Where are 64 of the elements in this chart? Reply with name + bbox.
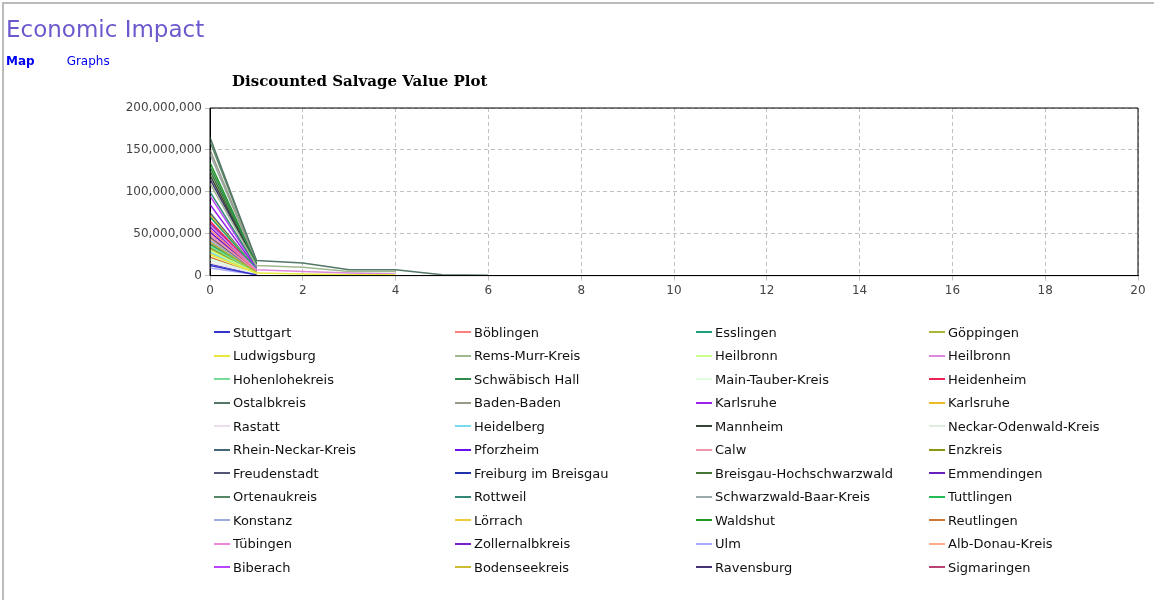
y-tick-label: 100,000,000 <box>125 183 202 198</box>
y-tick-label: 0 <box>194 267 202 282</box>
legend-label: Göppingen <box>948 324 1019 340</box>
legend-label: Stuttgart <box>233 324 292 340</box>
legend-label: Waldshut <box>715 512 776 528</box>
legend-label: Ulm <box>715 536 741 552</box>
legend-label: Ravensburg <box>715 559 793 575</box>
legend-label: Karlsruhe <box>715 395 777 411</box>
chart-title: Discounted Salvage Value Plot <box>232 71 489 92</box>
y-tick-label: 50,000,000 <box>133 225 202 240</box>
text: Map <box>6 54 35 70</box>
x-tick-label: 12 <box>759 282 775 297</box>
legend-label: Tuttlingen <box>948 489 1013 505</box>
legend-label: Ortenaukreis <box>233 489 318 505</box>
legend-label: Enzkreis <box>948 442 1003 458</box>
x-tick-label: 14 <box>851 282 868 297</box>
legend-label: Schwarzwald-Baar-Kreis <box>715 489 871 505</box>
legend-label: Bodenseekreis <box>474 559 570 575</box>
legend-label: Heilbronn <box>948 348 1011 364</box>
legend-label: Pforzheim <box>474 442 540 458</box>
legend-label: Alb-Donau-Kreis <box>948 536 1053 552</box>
legend-label: Mannheim <box>715 418 784 434</box>
x-tick-label: 2 <box>298 282 307 297</box>
x-tick-label: 8 <box>577 282 586 297</box>
legend-label: Ostalbkreis <box>233 395 306 411</box>
legend-label: Böblingen <box>474 324 540 340</box>
legend-label: Freiburg im Breisgau <box>474 465 609 481</box>
text: Economic Impact <box>5 15 206 44</box>
legend-label: Rastatt <box>233 418 280 434</box>
legend-label: Konstanz <box>233 512 292 528</box>
text: Graphs <box>66 54 110 70</box>
x-tick-label: 10 <box>666 282 682 297</box>
legend-label: Schwäbisch Hall <box>474 371 580 387</box>
legend-label: Rottweil <box>474 489 527 505</box>
x-tick-label: 18 <box>1037 282 1053 297</box>
legend-label: Rhein-Neckar-Kreis <box>233 442 357 458</box>
x-tick-label: 6 <box>484 282 493 297</box>
legend-label: Baden-Baden <box>474 395 561 411</box>
y-tick-label: 200,000,000 <box>125 100 202 115</box>
legend-label: Hohenlohekreis <box>233 371 334 387</box>
legend-label: Karlsruhe <box>948 395 1010 411</box>
legend-label: Heidenheim <box>948 371 1027 387</box>
legend-label: Main-Tauber-Kreis <box>715 371 829 387</box>
legend-label: Emmendingen <box>948 465 1043 481</box>
legend-label: Esslingen <box>715 324 777 340</box>
legend-label: Freudenstadt <box>233 465 319 481</box>
x-tick-label: 0 <box>206 282 214 297</box>
legend-label: Lörrach <box>474 512 523 528</box>
legend-label: Biberach <box>233 559 291 575</box>
legend-label: Zollernalbkreis <box>474 536 571 552</box>
legend-label: Breisgau-Hochschwarzwald <box>715 465 894 481</box>
x-tick-label: 16 <box>944 282 961 297</box>
legend-label: Sigmaringen <box>948 559 1031 575</box>
x-tick-label: 20 <box>1130 282 1146 297</box>
legend-label: Heidelberg <box>474 418 545 434</box>
x-tick-label: 4 <box>391 282 400 297</box>
legend-label: Tübingen <box>233 536 292 552</box>
legend-label: Heilbronn <box>715 348 778 364</box>
legend-label: Neckar-Odenwald-Kreis <box>948 418 1100 434</box>
legend-label: Calw <box>715 442 747 458</box>
legend-label: Rems-Murr-Kreis <box>474 348 581 364</box>
legend-label: Ludwigsburg <box>233 348 316 364</box>
y-tick-label: 150,000,000 <box>125 142 202 157</box>
legend-label: Reutlingen <box>948 512 1018 528</box>
